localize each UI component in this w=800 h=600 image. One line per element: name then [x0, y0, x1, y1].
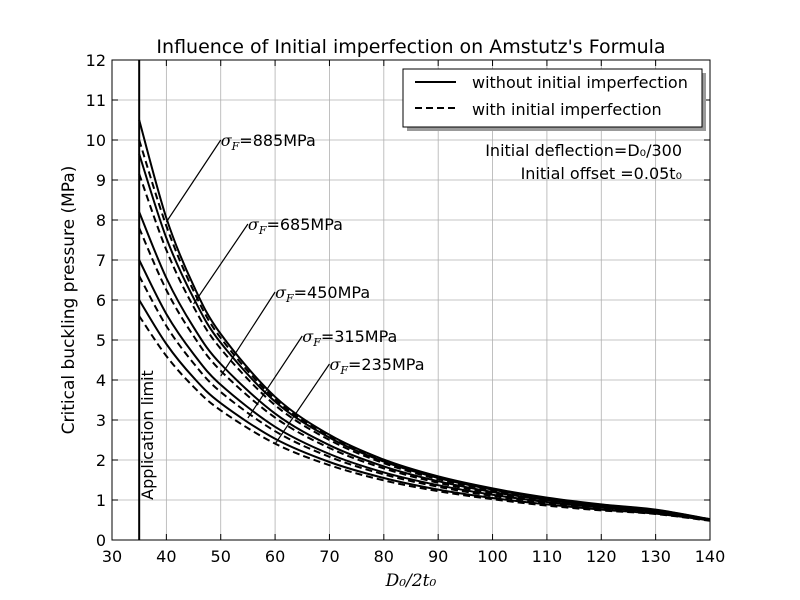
annotation-sigma-label: σF=450MPa — [275, 283, 370, 305]
annotation-leader-line — [220, 291, 276, 377]
annotation-sigma-label: σF=315MPa — [302, 327, 397, 349]
y-tick-label: 10 — [86, 131, 106, 150]
x-tick-label: 80 — [374, 547, 394, 566]
application-limit: Application limit — [138, 60, 157, 540]
annotation-leader-line — [193, 223, 249, 305]
series-line-with-imperfection — [138, 315, 711, 522]
x-tick-label: 130 — [640, 547, 671, 566]
annotation-sigma-label: σF=885MPa — [221, 131, 316, 153]
y-axis-label: Critical buckling pressure (MPa) — [59, 166, 79, 435]
legend-box — [402, 68, 703, 128]
y-tick-label: 2 — [96, 451, 106, 470]
y-tick-label: 0 — [96, 531, 106, 550]
series-line-with-imperfection — [138, 275, 711, 522]
x-tick-label: 60 — [265, 547, 285, 566]
y-tick-label: 6 — [96, 291, 106, 310]
application-limit-label: Application limit — [138, 370, 157, 500]
y-tick-label: 7 — [96, 251, 106, 270]
chart-title: Influence of Initial imperfection on Ams… — [156, 36, 665, 58]
x-tick-label: 30 — [102, 547, 122, 566]
grid — [112, 60, 710, 540]
annotation-leader-line — [165, 139, 222, 223]
annotations: σF=885MPa σF=685MPa σF=450MPa σF=315MPa σF=2… — [165, 131, 425, 445]
x-tick-label: 40 — [156, 547, 176, 566]
info-initial-deflection: Initial deflection=D₀/300 — [485, 141, 682, 160]
annotation-sigma-label: σF=685MPa — [248, 215, 343, 237]
y-tick-label: 9 — [96, 171, 106, 190]
y-tick-label: 12 — [86, 51, 106, 70]
y-tick-label: 8 — [96, 211, 106, 230]
x-tick-label: 70 — [319, 547, 339, 566]
x-axis-label: D₀/2t₀ — [385, 571, 437, 591]
axis-ticks: 30 40 50 60 70 80 90 100 110 120 130 14001234567891… — [86, 51, 726, 566]
y-tick-label: 1 — [96, 491, 106, 510]
y-tick-label: 5 — [96, 331, 106, 350]
y-tick-label: 3 — [96, 411, 106, 430]
x-tick-label: 100 — [477, 547, 508, 566]
x-tick-label: 120 — [586, 547, 617, 566]
legend-label-solid: without initial imperfection — [472, 73, 688, 92]
x-tick-label: 140 — [695, 547, 726, 566]
y-tick-label: 4 — [96, 371, 106, 390]
series-line-without-imperfection — [138, 259, 711, 521]
annotation-leader-line — [247, 335, 303, 419]
x-tick-label: 90 — [428, 547, 448, 566]
y-tick-label: 11 — [86, 91, 106, 110]
x-tick-label: 50 — [211, 547, 231, 566]
x-tick-label: 110 — [532, 547, 563, 566]
annotation-leader-line — [274, 363, 330, 445]
legend-label-dashed: with initial imperfection — [472, 100, 662, 119]
plot-lines — [138, 119, 711, 522]
legend: without initial imperfection with initia… — [402, 68, 706, 131]
annotation-sigma-label: σF=235MPa — [329, 355, 424, 377]
info-initial-offset: Initial offset =0.05t₀ — [521, 164, 682, 183]
